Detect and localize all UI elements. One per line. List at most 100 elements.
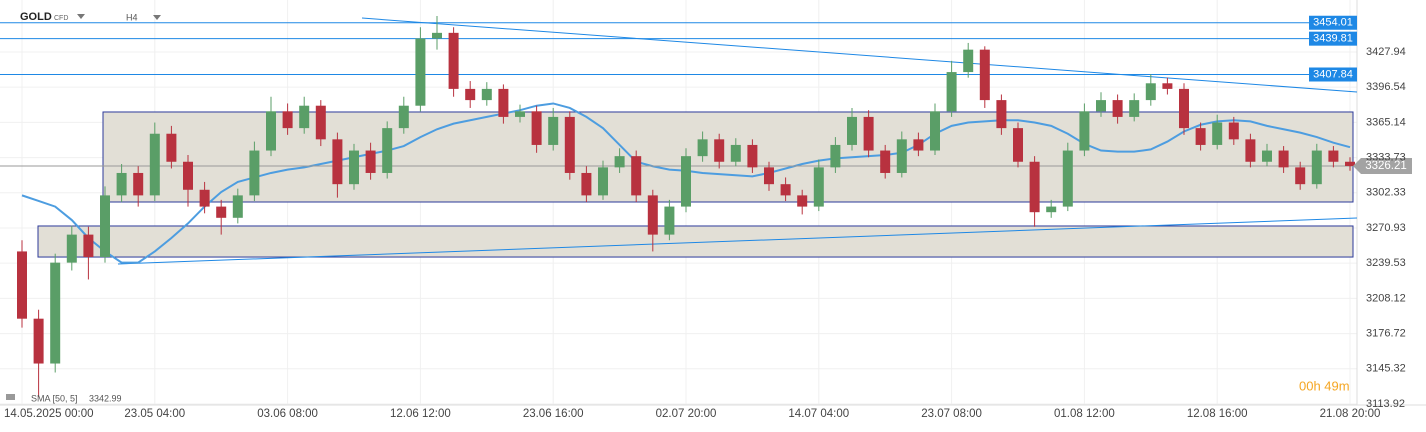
candle-body [66,234,77,263]
x-tick-label: 12.08 16:00 [1187,408,1248,420]
candle-body [166,133,177,162]
x-tick-label: 23.06 16:00 [523,408,584,420]
candle-body [481,88,492,101]
timeframe[interactable]: H4 [126,12,138,22]
zones [37,111,1354,258]
level-tag [1309,31,1357,46]
last-price-label: 3326.21 [1365,160,1407,172]
candle-body [1295,167,1306,185]
candle-body [714,139,725,162]
candle-body [1013,128,1023,162]
overlay: 3454.01 3439.81 3407.84 3326.21 [1309,15,1412,175]
last-price-tag [1353,158,1412,175]
x-tick-label: 23.05 04:00 [124,408,185,420]
candle-body [216,206,227,218]
candle-body [33,318,44,364]
y-tick-label: 3365.14 [1366,116,1406,128]
legend-icon[interactable] [6,394,15,400]
candle-body [780,184,791,196]
candle-body [747,144,758,168]
candle-body [647,195,658,235]
candle-body [1328,150,1339,162]
x-tick-label: 02.07 20:00 [656,408,717,420]
candle-body [17,251,27,319]
candle-body [548,116,559,145]
candle-body [996,100,1007,129]
candle-body [963,49,974,73]
candle-body [1062,150,1073,207]
candle-body [1278,150,1289,168]
symbol[interactable]: GOLD [20,11,52,23]
level-tag-label: 3454.01 [1313,17,1353,29]
candle-body [813,167,824,207]
y-tick-label: 3208.12 [1366,292,1406,304]
y-tick-label: 3427.94 [1366,46,1406,58]
countdown: 00h 49m [1299,378,1350,393]
candle-body [1145,83,1156,101]
candle-body [598,167,608,196]
candle-body [1129,100,1140,117]
candle-body [1311,150,1322,185]
candle-body [1162,83,1173,89]
candle-body [730,144,741,162]
candle-body [847,116,857,145]
candle-body [896,139,907,173]
candle-body [266,111,276,151]
candle-body [664,206,675,235]
candle-body [415,38,426,106]
candle-body [282,111,293,129]
legend-sma-name: SMA [50, 5] [31,393,78,403]
candle-body [515,111,525,117]
candle-body [100,195,110,258]
candle-body [1046,206,1057,213]
trendline [361,17,1358,93]
candle-body [448,32,459,89]
candle-body [382,128,393,173]
candle-body [1079,111,1090,151]
candle-body [315,105,326,140]
candle-body [1262,150,1272,162]
candle-body [1345,161,1355,167]
x-tick-label: 23.07 08:00 [921,408,982,420]
candle-body [1112,100,1123,117]
level-tag [1309,67,1357,82]
candle-body [299,105,310,129]
candle-body [880,150,891,173]
x-tick-label: 21.08 20:00 [1320,408,1381,420]
candle-body [913,139,924,151]
candle-body [332,139,343,185]
candle-body [398,105,409,129]
candle-body [797,195,808,207]
zone [37,225,1354,258]
candle-body [116,172,127,196]
candle-body [697,139,708,157]
zone [102,111,1354,203]
y-tick-label: 3239.53 [1366,257,1406,269]
y-tick-label: 3113.92 [1366,398,1405,410]
candle-body [232,195,243,218]
grid [0,0,1426,406]
candle-body [1029,161,1040,213]
timeframe-dropdown[interactable] [153,15,161,20]
candle-body [465,88,476,101]
candle-body [1212,122,1223,145]
x-tick-label: 14.07 04:00 [788,408,849,420]
candle-body [581,172,592,196]
candle-body [133,172,144,196]
y-tick-label: 3145.32 [1366,363,1406,375]
symbol-dropdown[interactable] [77,14,85,19]
candle-body [930,111,940,151]
candle-body [631,156,642,196]
y-tick-label: 3333.73 [1366,151,1406,163]
level-tag-label: 3407.84 [1313,68,1353,80]
candle-body [1179,88,1189,129]
candle-body [199,189,210,207]
candle-body [830,144,841,168]
candle-body [681,156,691,207]
candle-body [432,32,442,39]
candle-body [365,150,376,173]
candle-body [531,111,542,145]
candle-body [83,234,94,258]
candle-body [1195,128,1206,145]
